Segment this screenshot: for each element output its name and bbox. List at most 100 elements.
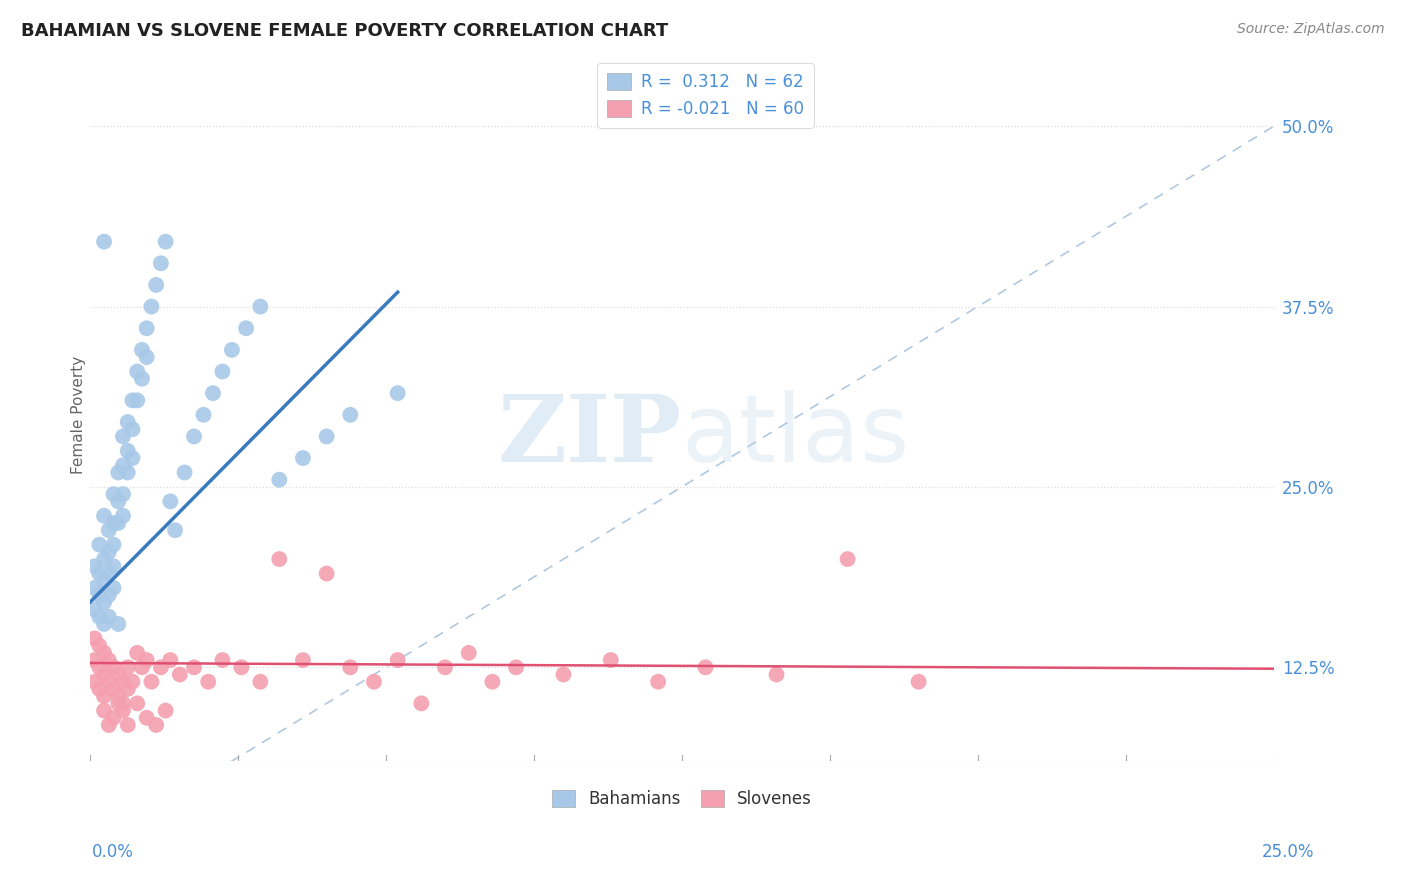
Point [235, 321, 257, 335]
Point [93, 667, 115, 681]
Point [107, 697, 129, 711]
Point [155, 704, 177, 718]
Point [647, 674, 669, 689]
Point [97, 566, 120, 581]
Point [97, 588, 120, 602]
Point [173, 466, 195, 480]
Point [363, 674, 385, 689]
Point [907, 674, 929, 689]
Point [141, 300, 163, 314]
Point [145, 277, 167, 292]
Text: atlas: atlas [682, 390, 910, 482]
Point [249, 300, 271, 314]
Y-axis label: Female Poverty: Female Poverty [72, 356, 86, 474]
Point [121, 674, 143, 689]
Legend: Bahamians, Slovenes: Bahamians, Slovenes [546, 783, 818, 815]
Point [89, 609, 111, 624]
Point [93, 689, 115, 703]
Point [111, 429, 134, 443]
Point [103, 581, 125, 595]
Point [83, 559, 105, 574]
Point [107, 667, 129, 681]
Point [111, 674, 134, 689]
Point [599, 653, 621, 667]
Point [83, 581, 105, 595]
Point [107, 466, 129, 480]
Point [141, 674, 163, 689]
Point [765, 667, 787, 681]
Point [695, 660, 717, 674]
Point [93, 552, 115, 566]
Point [103, 487, 125, 501]
Point [387, 386, 409, 401]
Point [457, 646, 479, 660]
Point [159, 494, 181, 508]
Point [111, 487, 134, 501]
Point [121, 422, 143, 436]
Point [83, 602, 105, 616]
Point [93, 646, 115, 660]
Point [221, 343, 243, 357]
Point [481, 674, 503, 689]
Text: BAHAMIAN VS SLOVENE FEMALE POVERTY CORRELATION CHART: BAHAMIAN VS SLOVENE FEMALE POVERTY CORRE… [21, 22, 668, 40]
Point [83, 632, 105, 646]
Point [211, 364, 233, 378]
Point [103, 538, 125, 552]
Point [165, 523, 187, 537]
Point [291, 451, 314, 466]
Point [89, 660, 111, 674]
Point [211, 653, 233, 667]
Point [93, 617, 115, 632]
Point [315, 429, 337, 443]
Point [291, 653, 314, 667]
Point [89, 538, 111, 552]
Point [127, 393, 149, 408]
Point [249, 674, 271, 689]
Point [127, 646, 149, 660]
Point [155, 235, 177, 249]
Point [183, 429, 205, 443]
Point [111, 458, 134, 473]
Point [553, 667, 575, 681]
Point [97, 523, 120, 537]
Point [131, 660, 153, 674]
Point [103, 681, 125, 696]
Point [411, 697, 433, 711]
Point [111, 704, 134, 718]
Point [83, 653, 105, 667]
Point [169, 667, 191, 681]
Point [89, 588, 111, 602]
Point [127, 364, 149, 378]
Point [127, 697, 149, 711]
Point [111, 508, 134, 523]
Point [135, 321, 157, 335]
Point [89, 681, 111, 696]
Text: Source: ZipAtlas.com: Source: ZipAtlas.com [1237, 22, 1385, 37]
Point [111, 697, 134, 711]
Point [183, 660, 205, 674]
Point [131, 343, 153, 357]
Point [121, 451, 143, 466]
Point [89, 566, 111, 581]
Point [117, 718, 139, 732]
Point [339, 408, 361, 422]
Point [131, 372, 153, 386]
Point [149, 256, 172, 270]
Point [93, 574, 115, 588]
Point [135, 653, 157, 667]
Point [97, 545, 120, 559]
Point [103, 559, 125, 574]
Text: 25.0%: 25.0% [1263, 843, 1315, 861]
Point [107, 617, 129, 632]
Point [269, 473, 291, 487]
Point [339, 660, 361, 674]
Point [117, 466, 139, 480]
Point [83, 674, 105, 689]
Point [117, 415, 139, 429]
Point [231, 660, 253, 674]
Point [97, 609, 120, 624]
Point [93, 508, 115, 523]
Point [97, 674, 120, 689]
Point [387, 653, 409, 667]
Point [135, 711, 157, 725]
